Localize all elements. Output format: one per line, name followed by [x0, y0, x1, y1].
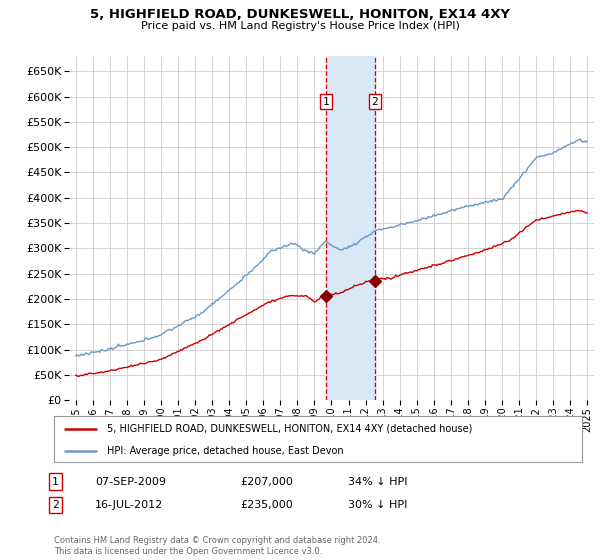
Text: 5, HIGHFIELD ROAD, DUNKESWELL, HONITON, EX14 4XY: 5, HIGHFIELD ROAD, DUNKESWELL, HONITON, … [90, 8, 510, 21]
Text: 2: 2 [52, 500, 59, 510]
Text: 07-SEP-2009: 07-SEP-2009 [95, 477, 166, 487]
Text: 1: 1 [52, 477, 59, 487]
Text: Price paid vs. HM Land Registry's House Price Index (HPI): Price paid vs. HM Land Registry's House … [140, 21, 460, 31]
Text: £235,000: £235,000 [240, 500, 293, 510]
Text: Contains HM Land Registry data © Crown copyright and database right 2024.
This d: Contains HM Land Registry data © Crown c… [54, 536, 380, 556]
Text: 2: 2 [371, 96, 378, 106]
Text: HPI: Average price, detached house, East Devon: HPI: Average price, detached house, East… [107, 446, 343, 455]
Text: 16-JUL-2012: 16-JUL-2012 [95, 500, 163, 510]
Text: 34% ↓ HPI: 34% ↓ HPI [348, 477, 407, 487]
Text: 5, HIGHFIELD ROAD, DUNKESWELL, HONITON, EX14 4XY (detached house): 5, HIGHFIELD ROAD, DUNKESWELL, HONITON, … [107, 424, 472, 434]
Text: £207,000: £207,000 [240, 477, 293, 487]
Text: 1: 1 [323, 96, 329, 106]
Bar [326, 56, 375, 400]
Text: 30% ↓ HPI: 30% ↓ HPI [348, 500, 407, 510]
